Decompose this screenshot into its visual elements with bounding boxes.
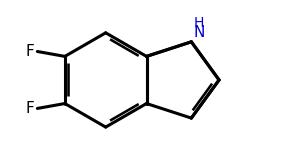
Text: F: F <box>26 101 34 116</box>
Text: H: H <box>193 16 204 30</box>
Text: F: F <box>26 44 34 59</box>
Text: N: N <box>193 25 205 40</box>
